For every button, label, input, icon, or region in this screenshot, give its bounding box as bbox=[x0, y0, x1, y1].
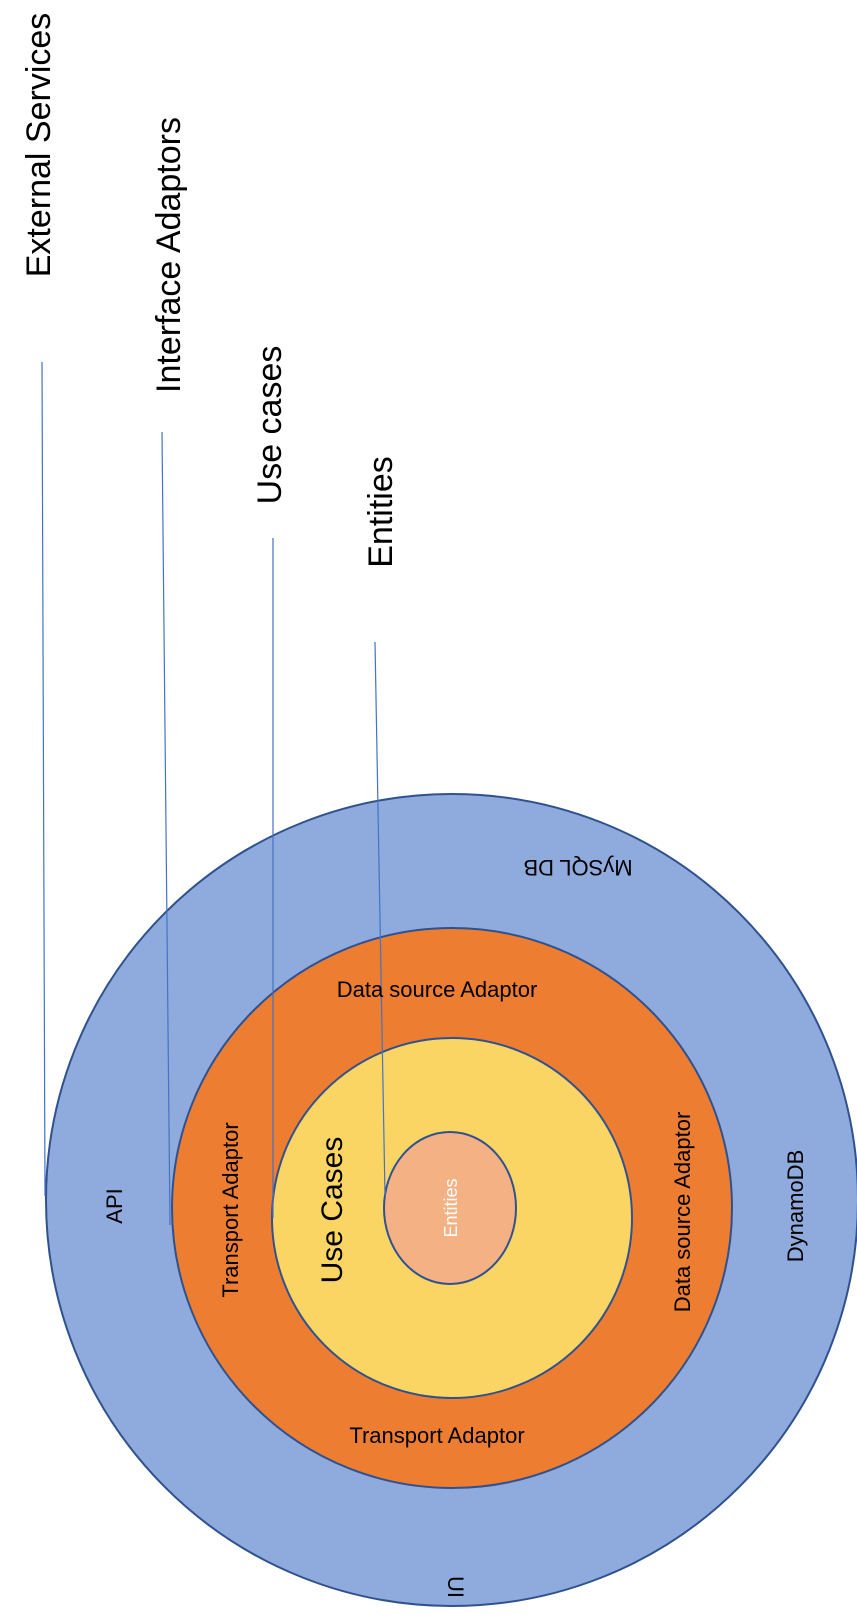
interface-adaptors-leader-line bbox=[161, 431, 171, 1226]
entities-core bbox=[383, 1131, 517, 1285]
adaptor-label-bottom: Transport Adaptor bbox=[349, 1423, 524, 1448]
external-label-mysql-db: MySQL DB bbox=[523, 855, 632, 880]
layer-title-interface-adaptors: Interface Adaptors bbox=[150, 117, 188, 393]
adaptor-label-left: Transport Adaptor bbox=[218, 1122, 243, 1297]
external-label-dynamodb: DynamoDB bbox=[783, 1150, 808, 1262]
layer-title-entities: Entities bbox=[362, 456, 400, 568]
layer-title-use-cases: Use cases bbox=[251, 346, 289, 505]
entities-leader-line bbox=[374, 641, 386, 1197]
external-label-api: API bbox=[102, 1188, 127, 1223]
adaptor-label-right: Data source Adaptor bbox=[670, 1112, 695, 1313]
use-cases-label: Use Cases bbox=[316, 1137, 349, 1284]
adaptor-label-top: Data source Adaptor bbox=[337, 977, 538, 1002]
layer-title-external-services: External Services bbox=[20, 13, 58, 278]
external-services-leader-line bbox=[41, 361, 46, 1197]
external-label-ui: UI bbox=[443, 1576, 468, 1598]
entities-label: Entities bbox=[441, 1178, 461, 1237]
